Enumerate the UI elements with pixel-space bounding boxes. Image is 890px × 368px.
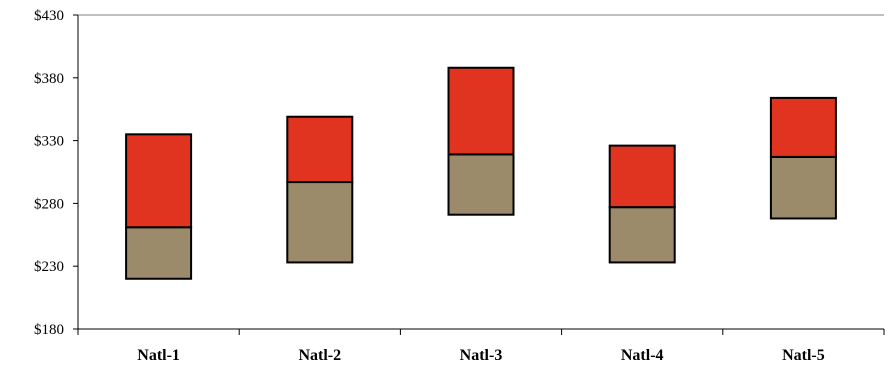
bar-lower-segment xyxy=(608,206,676,264)
bar-upper-segment xyxy=(286,115,354,184)
y-tick-label: $180 xyxy=(34,322,64,338)
bar-upper-segment xyxy=(608,144,676,209)
y-tick-label: $430 xyxy=(34,8,64,24)
y-tick-label: $330 xyxy=(34,134,64,150)
x-category-label: Natl-2 xyxy=(298,347,341,364)
x-category-label: Natl-4 xyxy=(621,347,664,364)
bar-lower-segment xyxy=(125,226,193,280)
y-tick-label: $230 xyxy=(34,259,64,275)
y-tick-label: $380 xyxy=(34,71,64,87)
x-category-label: Natl-1 xyxy=(137,347,180,364)
x-category-label: Natl-3 xyxy=(460,347,503,364)
y-tick-label: $280 xyxy=(34,196,64,212)
bar-upper-segment xyxy=(125,133,193,229)
bar-lower-segment xyxy=(447,153,515,216)
x-category-label: Natl-5 xyxy=(782,347,825,364)
plot-area: $180 $230 $280 $330 $380 $430 Natl-1 Natl-2 Natl… xyxy=(34,8,885,364)
bar-upper-segment xyxy=(447,66,515,156)
bar-lower-segment xyxy=(769,155,837,220)
bar-upper-segment xyxy=(769,96,837,158)
bar-lower-segment xyxy=(286,181,354,264)
